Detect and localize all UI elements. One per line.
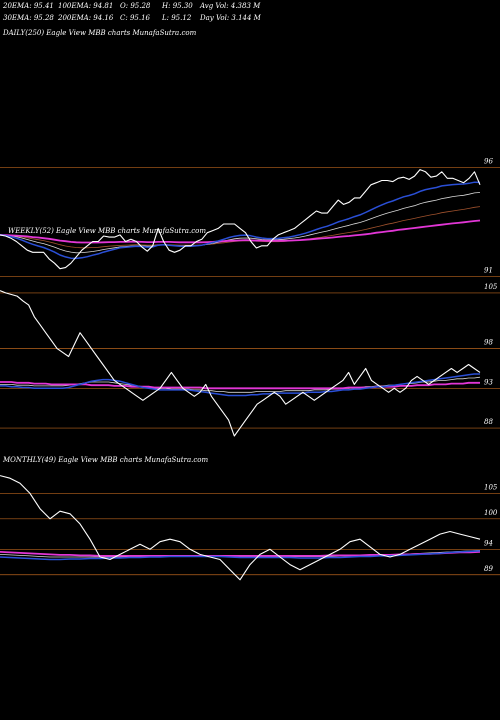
daily-panel: DAILY(250) Eagle View MBB charts MunafaS… — [0, 29, 500, 277]
stat-close: C: 95.16 — [120, 14, 151, 22]
weekly-panel-title: WEEKLY(52) Eagle View MBB charts MunafaS… — [8, 227, 206, 235]
stat-100ema: 100EMA: 94.81 — [58, 2, 113, 10]
y-tick-label: 93 — [484, 378, 493, 386]
y-tick-label: 94 — [484, 539, 493, 547]
stat-low: L: 95.12 — [161, 14, 192, 22]
price-line — [0, 169, 481, 270]
y-tick-label: 89 — [484, 565, 493, 573]
y-tick-label: 96 — [484, 157, 493, 165]
y-tick-label: 105 — [484, 483, 498, 491]
daily-panel-title: DAILY(250) Eagle View MBB charts MunafaS… — [2, 29, 197, 37]
monthly-panel-title: MONTHLY(49) Eagle View MBB charts Munafa… — [2, 456, 208, 464]
y-tick-label: 98 — [484, 339, 493, 347]
y-tick-label: 105 — [484, 283, 498, 291]
ema-slow-line — [0, 219, 481, 244]
stat-30ema: 30EMA: 95.28 — [3, 14, 54, 22]
header-stats: 20EMA: 95.41 100EMA: 94.81 O: 95.28 H: 9… — [2, 2, 262, 22]
ema-fast-line — [0, 181, 481, 260]
ema-fast-line — [0, 550, 481, 561]
price-line — [0, 290, 481, 437]
stat-200ema: 200EMA: 94.16 — [57, 14, 114, 22]
y-tick-label: 91 — [484, 266, 493, 274]
price-line — [0, 475, 481, 581]
stat-high: H: 95.30 — [161, 2, 193, 10]
stat-avg-vol: Avg Vol: 4.383 M — [199, 2, 261, 10]
stat-day-vol: Day Vol: 3.144 M — [199, 14, 262, 22]
stat-20ema: 20EMA: 95.41 — [2, 2, 54, 10]
monthly-panel: MONTHLY(49) Eagle View MBB charts Munafa… — [0, 456, 500, 581]
y-tick-label: 88 — [484, 418, 493, 426]
y-tick-label: 100 — [484, 509, 498, 517]
ema-fast-line — [0, 373, 480, 397]
weekly-panel: WEEKLY(52) Eagle View MBB charts MunafaS… — [0, 227, 500, 437]
stat-open: O: 95.28 — [120, 2, 151, 10]
